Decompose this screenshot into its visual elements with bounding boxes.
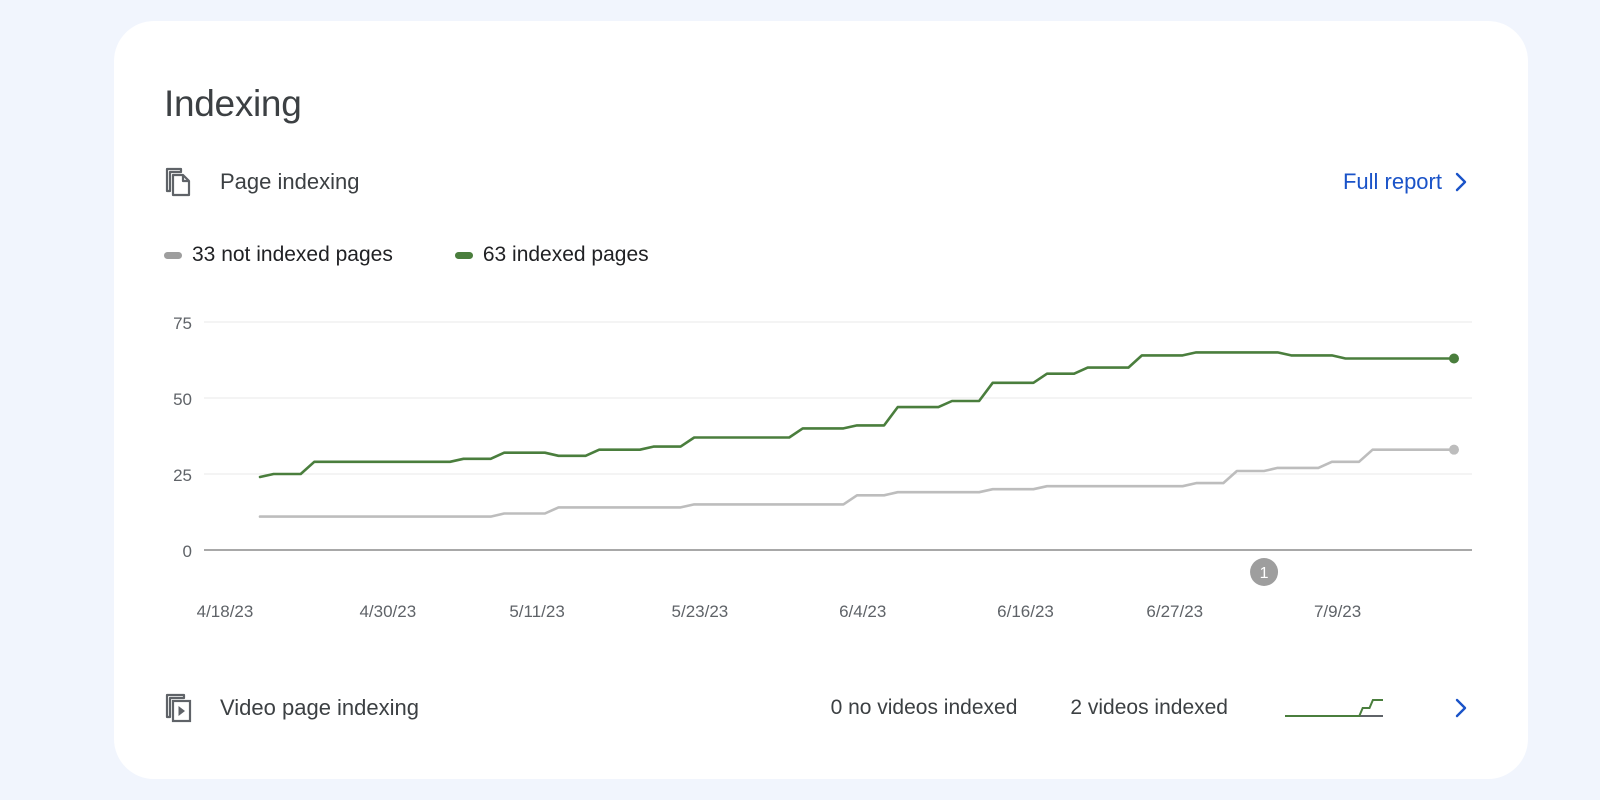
indexed-series-line: [258, 351, 1456, 479]
video-indexing-row[interactable]: Video page indexing 0 no videos indexed …: [164, 688, 1468, 728]
full-report-link[interactable]: Full report: [1343, 162, 1468, 202]
page-indexing-label: Page indexing: [220, 169, 360, 194]
annotation-label: 1: [1260, 565, 1269, 582]
x-tick-label: 5/23/23: [672, 602, 729, 621]
chevron-right-icon: [1455, 172, 1467, 192]
legend-swatch-not-indexed: [164, 251, 182, 259]
sparkline-series: [1285, 699, 1383, 717]
video-stats: 0 no videos indexed 2 videos indexed: [778, 688, 1468, 728]
indexed-series-endpoint: [1449, 353, 1459, 364]
x-tick-label: 7/9/23: [1314, 602, 1361, 621]
legend-item-not-indexed[interactable]: 33 not indexed pages: [164, 243, 393, 267]
videos-indexed-stat: 2 videos indexed: [1070, 696, 1228, 719]
video-indexing-label: Video page indexing: [220, 695, 419, 720]
legend-label-indexed: 63 indexed pages: [482, 243, 649, 266]
card-title: Indexing: [164, 83, 302, 124]
x-tick-label: 4/18/23: [197, 602, 254, 621]
legend-swatch-indexed: [454, 251, 473, 259]
y-tick-label: 0: [183, 542, 192, 561]
x-tick-label: 4/30/23: [359, 602, 416, 621]
legend-item-indexed[interactable]: 63 indexed pages: [454, 243, 649, 267]
legend-label-not-indexed: 33 not indexed pages: [192, 243, 393, 266]
y-tick-label: 25: [173, 466, 192, 485]
chart-legend: 33 not indexed pages 63 indexed pages: [164, 243, 711, 267]
not-indexed-series-line: [258, 448, 1456, 518]
y-tick-label: 50: [173, 390, 192, 409]
not-indexed-series-endpoint: [1449, 444, 1459, 455]
no-videos-indexed-stat: 0 no videos indexed: [830, 696, 1018, 719]
video-pages-icon: [164, 692, 194, 724]
copy-pages-icon: [164, 166, 194, 198]
page-indexing-chart: 75 50 25 0 4/18/23 4/30/23 5/11/23 5/23/23 6/4/2…: [173, 314, 1472, 621]
page-indexing-header: Page indexing Full report: [164, 162, 1468, 202]
video-sparkline: [1285, 699, 1383, 717]
chevron-right-icon[interactable]: [1454, 697, 1468, 719]
indexing-card: Indexing Page indexing Full report 33 no…: [114, 21, 1528, 779]
full-report-label: Full report: [1342, 169, 1442, 194]
y-tick-label: 75: [173, 314, 192, 333]
x-tick-label: 5/11/23: [509, 602, 564, 621]
x-tick-label: 6/4/23: [839, 602, 886, 621]
annotation-marker[interactable]: [1250, 558, 1279, 586]
x-tick-label: 6/16/23: [997, 602, 1054, 621]
x-tick-label: 6/27/23: [1146, 602, 1203, 621]
